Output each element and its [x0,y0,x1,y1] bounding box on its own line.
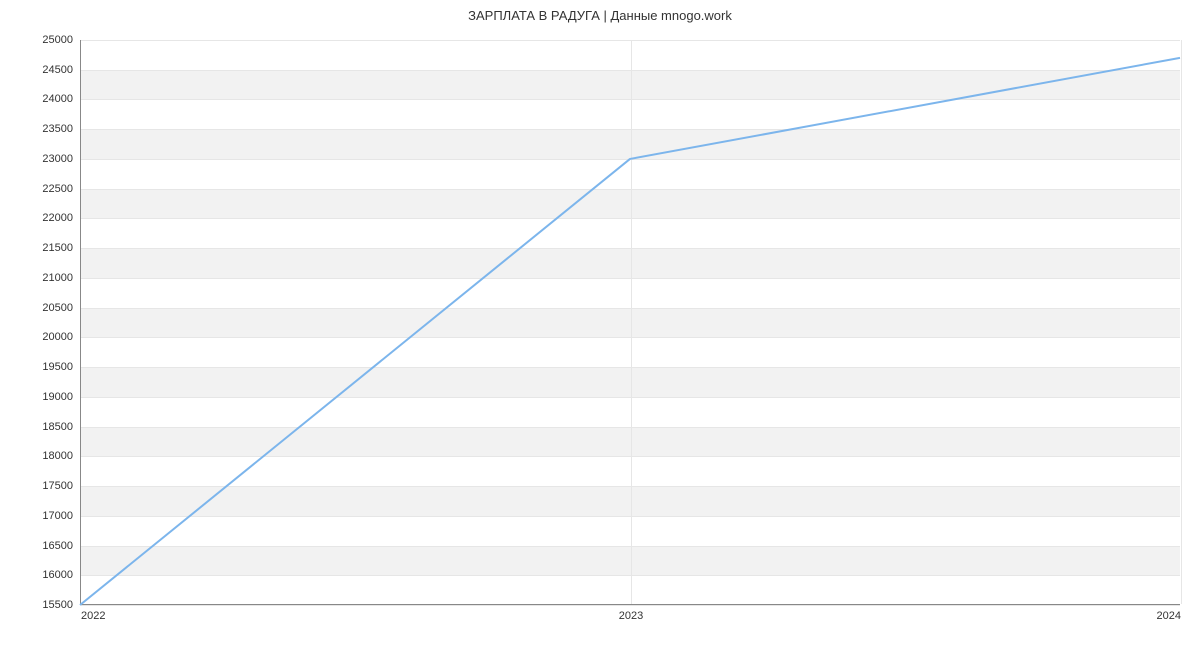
chart-title: ЗАРПЛАТА В РАДУГА | Данные mnogo.work [0,0,1200,30]
y-tick-label: 16000 [42,569,73,581]
x-tick-label: 2023 [619,610,643,622]
y-tick-label: 19000 [42,391,73,403]
y-tick-label: 16500 [42,540,73,552]
y-tick-label: 25000 [42,34,73,46]
y-tick-label: 20500 [42,302,73,314]
y-tick-label: 24000 [42,93,73,105]
y-tick-label: 17500 [42,480,73,492]
y-tick-label: 20000 [42,331,73,343]
y-tick-label: 17000 [42,510,73,522]
y-tick-label: 18500 [42,421,73,433]
y-tick-label: 22500 [42,183,73,195]
y-tick-label: 22000 [42,212,73,224]
y-tick-label: 19500 [42,361,73,373]
y-tick-label: 23000 [42,153,73,165]
series-line [80,40,1180,605]
y-tick-label: 21500 [42,242,73,254]
plot-area: 1550016000165001700017500180001850019000… [80,40,1180,605]
salary-chart: ЗАРПЛАТА В РАДУГА | Данные mnogo.work 15… [0,0,1200,650]
x-tick-label: 2024 [1157,610,1181,622]
y-tick-label: 18000 [42,450,73,462]
y-tick-label: 21000 [42,272,73,284]
y-tick-label: 24500 [42,64,73,76]
y-tick-label: 23500 [42,123,73,135]
x-tick-label: 2022 [81,610,105,622]
y-tick-label: 15500 [42,599,73,611]
